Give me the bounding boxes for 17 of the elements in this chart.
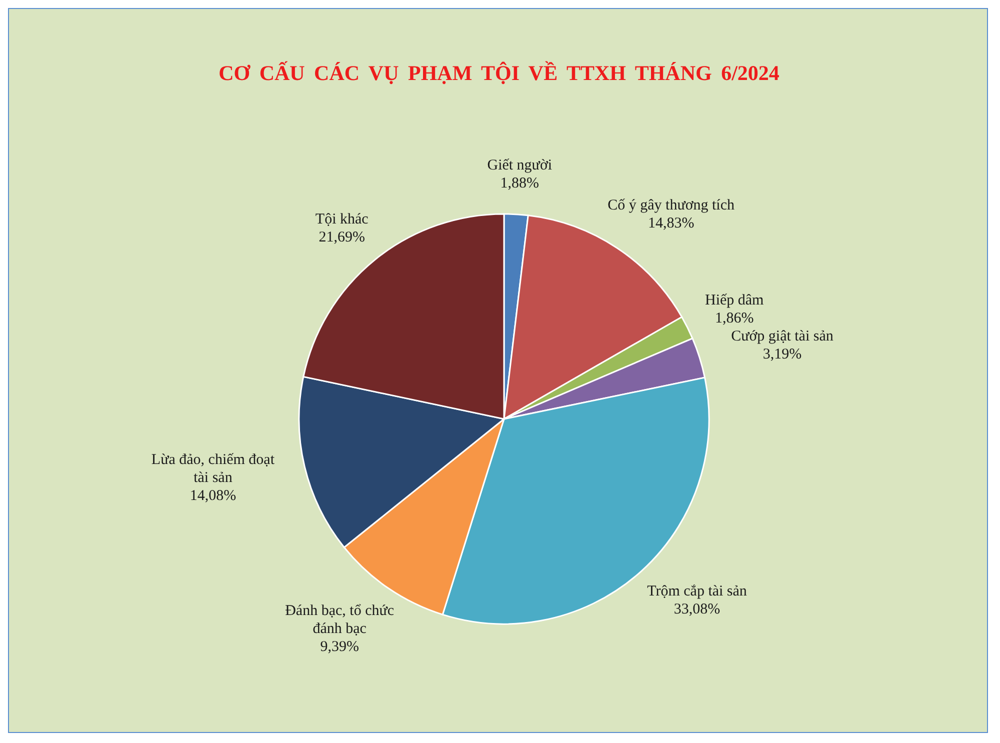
data-label: 33,08% (674, 602, 720, 618)
slice-label: Cố ý gây thương tích (608, 198, 736, 214)
slice-label: Trộm cắp tài sản (647, 584, 748, 600)
slice-label: Lừa đảo, chiếm đoạt tài sản (151, 452, 276, 486)
slice-label: Giết người (487, 157, 552, 174)
data-label: 14,83% (648, 216, 694, 232)
data-label: 3,19% (762, 346, 802, 363)
data-label: 9,39% (320, 638, 359, 655)
data-label: 1,88% (500, 175, 540, 192)
slice-label: Đánh bạc, tổ chức đánh bạc (285, 602, 394, 637)
slice-label: Hiếp dâm (704, 292, 764, 309)
data-label: 14,08% (190, 488, 236, 504)
slice-label: Tội khác (315, 212, 369, 228)
chart-title: CƠ CẤU CÁC VỤ PHẠM TỘI VỀ TTXH THÁNG 6/2024 (218, 61, 780, 86)
slice-label: Cướp giật tài sản (731, 328, 834, 345)
data-label: 1,86% (714, 310, 754, 327)
data-label: 21,69% (318, 230, 365, 246)
